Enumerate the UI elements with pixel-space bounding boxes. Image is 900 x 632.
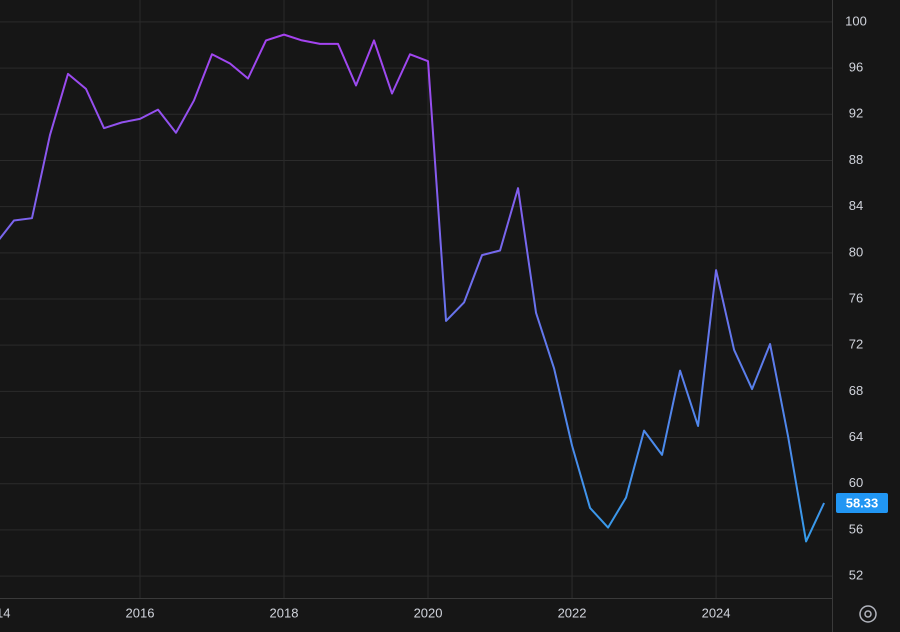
x-tick-label: 2022: [558, 605, 587, 620]
y-tick-label: 100: [845, 13, 867, 28]
settings-icon[interactable]: [859, 605, 877, 623]
y-tick-label: 68: [849, 383, 863, 398]
x-tick-label: 2016: [126, 605, 155, 620]
y-tick-label: 52: [849, 568, 863, 583]
y-tick-label: 84: [849, 198, 863, 213]
line-series: [0, 33, 825, 543]
y-tick-label: 96: [849, 60, 863, 75]
y-tick-label: 88: [849, 152, 863, 167]
last-value-label: 58.33: [846, 495, 879, 510]
settings-ring: [859, 605, 877, 623]
y-tick-label: 64: [849, 429, 863, 444]
x-tick-label: 2018: [270, 605, 299, 620]
y-tick-label: 60: [849, 475, 863, 490]
y-tick-label: 72: [849, 337, 863, 352]
y-tick-label: 92: [849, 106, 863, 121]
y-tick-label: 80: [849, 244, 863, 259]
x-tick-label: 2024: [702, 605, 731, 620]
y-tick-label: 76: [849, 290, 863, 305]
last-value-badge: [836, 492, 888, 513]
y-tick-label: 56: [849, 521, 863, 536]
settings-core: [864, 610, 872, 618]
x-tick-label: 2014: [0, 605, 10, 620]
x-tick-label: 2020: [414, 605, 443, 620]
